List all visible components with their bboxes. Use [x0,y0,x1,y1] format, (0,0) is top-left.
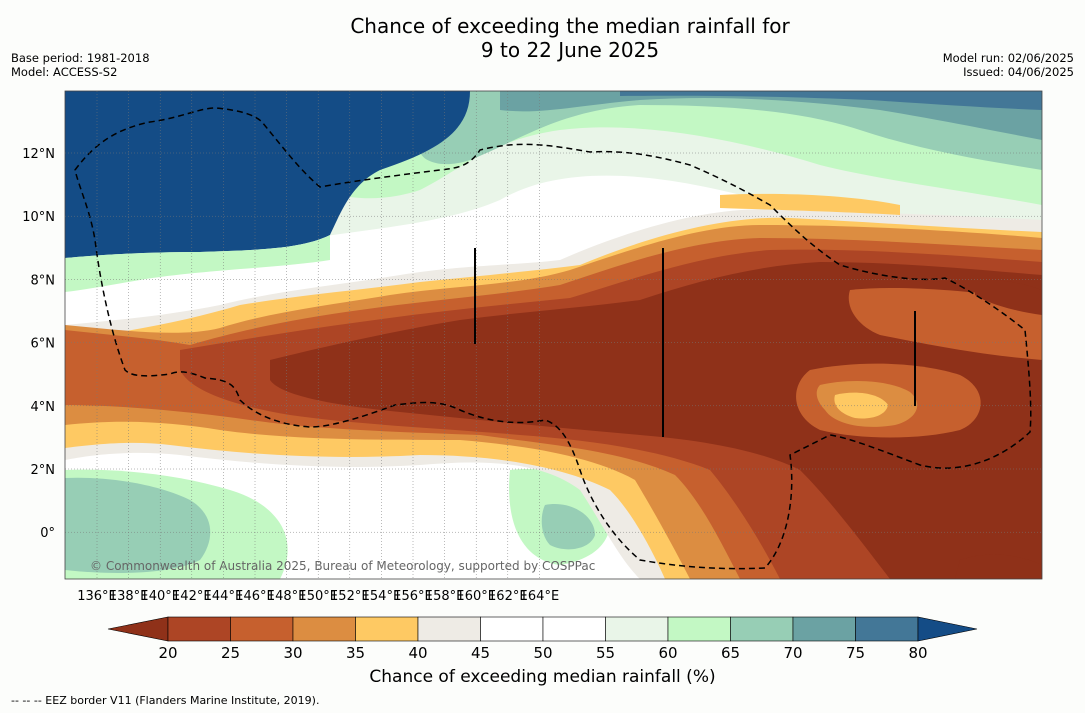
lon-label: 140°E [140,589,180,604]
lat-label: 4°N [31,400,56,415]
lon-label: 138°E [109,589,149,604]
colorbar-low-arrow [107,616,169,642]
eez-footnote: -- -- -- EEZ border V11 (Flanders Marine… [11,694,320,707]
lat-label: 10°N [22,210,55,225]
colorbar: 20 25 30 35 40 45 50 55 60 65 70 75 80 [107,616,978,662]
lon-label: 162°E [488,589,528,604]
lon-label: 146°E [235,589,275,604]
colorbar-tick-label: 30 [283,644,302,662]
meta-left: Base period: 1981-2018 Model: ACCESS-S2 [11,51,150,79]
meta-right: Model run: 02/06/2025 Issued: 04/06/2025 [943,51,1074,79]
colorbar-tick-label: 25 [221,644,240,662]
lon-label: 152°E [330,589,370,604]
colorbar-tick-label: 35 [346,644,365,662]
colorbar-swatch [355,616,419,642]
base-period: Base period: 1981-2018 [11,51,150,65]
graticule [65,91,1042,579]
lon-label: 144°E [204,589,244,604]
colorbar-swatch [855,616,919,642]
colorbar-title: Chance of exceeding median rainfall (%) [369,667,716,687]
lon-label: 150°E [298,589,338,604]
lon-axis-labels: 136°E138°E140°E142°E144°E146°E148°E150°E… [77,589,559,604]
map-title: Chance of exceeding the median rainfall … [0,14,1085,62]
issued-date: Issued: 04/06/2025 [963,65,1074,79]
colorbar-swatch [605,616,669,642]
colorbar-swatch [167,616,231,642]
colorbar-tick-label: 70 [783,644,802,662]
lon-label: 156°E [393,589,433,604]
colorbar-tick-label: 60 [658,644,677,662]
lat-label: 6°N [31,337,56,352]
lat-label: 2°N [31,463,56,478]
eez-border [74,107,1032,570]
colorbar-tick-label: 80 [908,644,927,662]
lon-label: 160°E [456,589,496,604]
lat-axis-labels: 12°N 10°N 8°N 6°N 4°N 2°N 0° [22,147,55,541]
island-markers [474,248,916,437]
lon-label: 164°E [520,589,560,604]
colorbar-swatch [542,616,606,642]
colorbar-tick-label: 40 [408,644,427,662]
rainfall-field [65,91,1042,579]
lon-label: 148°E [267,589,307,604]
colorbar-high-arrow [917,616,978,642]
lon-label: 158°E [425,589,465,604]
colorbar-swatch [417,616,481,642]
colorbar-swatch [230,616,294,642]
colorbar-swatch [480,616,544,642]
colorbar-swatch [792,616,856,642]
model-name: Model: ACCESS-S2 [11,65,118,79]
lon-label: 142°E [172,589,212,604]
map-frame [64,90,1043,580]
colorbar-tick-label: 75 [846,644,865,662]
colorbar-swatch [292,616,356,642]
title-line-1: Chance of exceeding the median rainfall … [350,14,790,38]
lon-label: 136°E [77,589,117,604]
colorbar-tick-label: 65 [721,644,740,662]
colorbar-tick-label: 45 [471,644,490,662]
colorbar-tick-label: 50 [533,644,552,662]
copyright-text: © Commonwealth of Australia 2025, Bureau… [90,559,595,573]
lon-label: 154°E [362,589,402,604]
lat-label: 12°N [22,147,55,162]
lat-label: 0° [40,526,55,541]
title-line-2: 9 to 22 June 2025 [480,38,660,62]
lat-label: 8°N [31,273,56,288]
colorbar-tick-label: 20 [158,644,177,662]
model-run: Model run: 02/06/2025 [942,51,1074,65]
colorbar-swatch [730,616,794,642]
colorbar-swatch [667,616,731,642]
colorbar-tick-label: 55 [596,644,615,662]
